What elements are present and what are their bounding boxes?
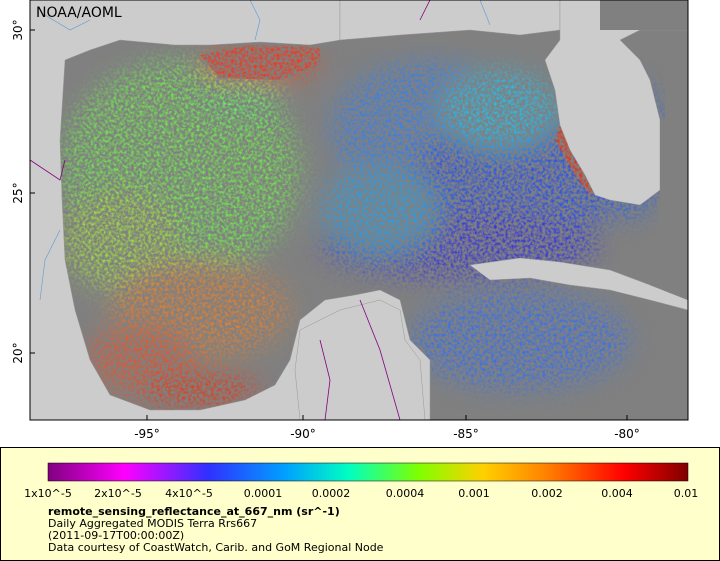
lon-label: -80°	[614, 427, 640, 441]
legend: 1x10^-5 2x10^-5 4x10^-5 0.0001 0.0002 0.…	[0, 447, 720, 561]
time: (2011-09-17T00:00:00Z)	[48, 529, 184, 542]
colorbar	[47, 462, 689, 482]
scale-label: 0.01	[674, 487, 699, 500]
scale-label: 0.0002	[312, 487, 351, 500]
description: Daily Aggregated MODIS Terra Rrs667	[48, 517, 257, 530]
scale-label: 2x10^-5	[94, 487, 142, 500]
scale-label: 1x10^-5	[24, 487, 72, 500]
scale-label: 0.001	[458, 487, 490, 500]
credit: NOAA/AOML	[36, 5, 122, 21]
variable-name: remote_sensing_reflectance_at_667_nm (sr…	[48, 505, 340, 518]
lon-axis: -95° -90° -85° -80°	[134, 415, 640, 441]
lat-label: 25°	[11, 182, 25, 203]
scale-label: 0.004	[601, 487, 633, 500]
colorbar-labels: 1x10^-5 2x10^-5 4x10^-5 0.0001 0.0002 0.…	[24, 487, 698, 500]
lon-label: -95°	[134, 427, 160, 441]
reflectance-data	[60, 45, 665, 410]
lat-label: 30°	[11, 19, 25, 40]
scale-label: 0.0001	[244, 487, 283, 500]
courtesy: Data courtesy of CoastWatch, Carib. and …	[48, 541, 384, 554]
lon-label: -90°	[290, 427, 316, 441]
lat-axis: 30° 25° 20°	[11, 19, 35, 364]
land	[30, 0, 688, 420]
map-frame	[29, 0, 689, 421]
lon-label: -85°	[453, 427, 479, 441]
rivers	[39, 0, 491, 301]
scale-label: 0.0004	[386, 487, 425, 500]
scale-label: 0.002	[531, 487, 563, 500]
borders	[30, 0, 431, 420]
lat-label: 20°	[11, 342, 25, 363]
map: NOAA/AOML	[30, 0, 688, 420]
scale-label: 4x10^-5	[165, 487, 213, 500]
